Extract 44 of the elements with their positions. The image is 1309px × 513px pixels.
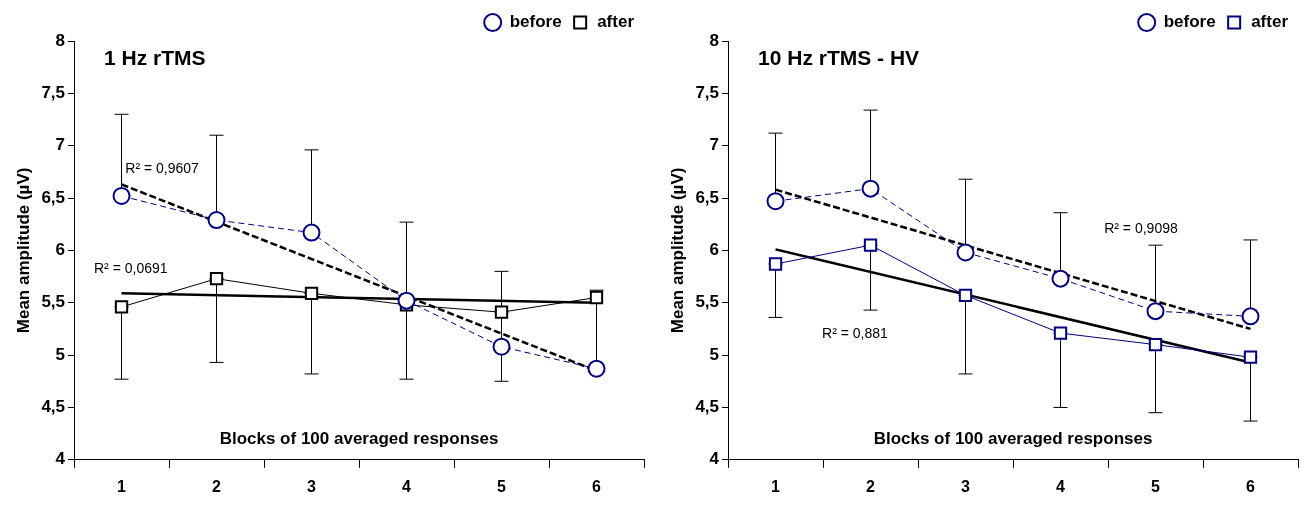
x-tick-label: 4 [1056, 477, 1066, 495]
x-axis-title: Blocks of 100 averaged responses [219, 429, 499, 449]
x-axis-title: Blocks of 100 averaged responses [873, 429, 1153, 449]
x-tick-label: 4 [402, 477, 412, 495]
y-axis-title: Mean amplitude (µV) [13, 167, 33, 334]
y-tick-label: 7 [709, 135, 720, 155]
legend-label: before [1163, 12, 1216, 32]
x-tick-label: 3 [961, 477, 971, 495]
x-tick-label: 1 [117, 477, 127, 495]
y-tick-label: 6,5 [695, 187, 720, 207]
x-tick-label: 1 [771, 477, 781, 495]
annotation: R² = 0,9607 [125, 159, 200, 176]
y-tick-label: 7,5 [695, 83, 720, 103]
chart-title: 10 Hz rTMS - HV [758, 45, 920, 69]
y-tick-label: 5 [709, 344, 720, 364]
y-tick-label: 6 [709, 240, 720, 260]
x-tick-label: 2 [866, 477, 876, 495]
y-tick-label: 5,5 [695, 292, 720, 312]
y-tick-label: 5,5 [41, 292, 66, 312]
y-tick-label: 8 [709, 30, 720, 50]
y-tick-label: 7,5 [41, 83, 66, 103]
x-tick-label: 5 [1151, 477, 1161, 495]
x-tick-label: 5 [497, 477, 507, 495]
y-tick-label: 4,5 [41, 397, 66, 417]
y-tick-label: 6,5 [41, 187, 66, 207]
y-tick-label: 4 [709, 449, 720, 469]
y-tick-label: 4,5 [695, 397, 720, 417]
y-tick-label: 5 [55, 344, 66, 364]
annotation: R² = 0,9098 [1104, 220, 1178, 237]
chart-title: 1 Hz rTMS [104, 45, 206, 69]
legend-label: before [509, 12, 562, 32]
x-tick-label: 3 [307, 477, 317, 495]
legend-label: after [1251, 12, 1289, 32]
y-tick-label: 4 [55, 449, 66, 469]
x-tick-label: 2 [212, 477, 222, 495]
legend-label: after [597, 12, 635, 32]
y-tick-label: 7 [55, 135, 66, 155]
annotation: R² = 0,881 [822, 325, 889, 342]
x-tick-label: 6 [592, 477, 602, 495]
y-tick-label: 6 [55, 240, 66, 260]
annotation: R² = 0,0691 [93, 260, 168, 277]
y-axis-title: Mean amplitude (µV) [667, 167, 687, 334]
x-tick-label: 6 [1246, 477, 1256, 495]
y-tick-label: 8 [55, 30, 66, 50]
